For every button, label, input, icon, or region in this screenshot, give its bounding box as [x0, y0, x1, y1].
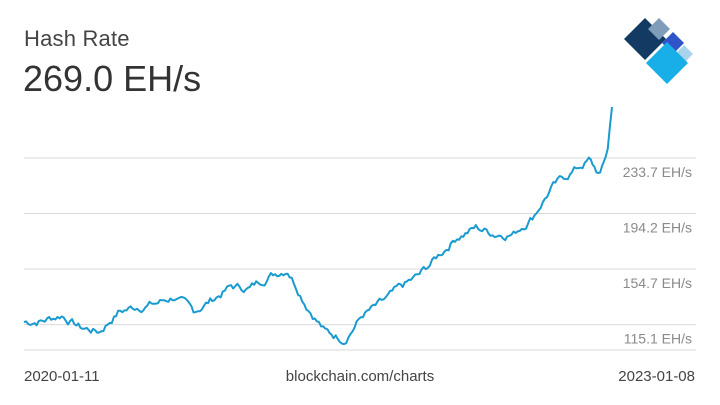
y-tick-label-2: 194.2 EH/s [623, 219, 692, 235]
chart-gridlines [24, 157, 696, 351]
y-tick-label-1: 154.7 EH/s [623, 275, 692, 291]
chart-title: Hash Rate [24, 26, 130, 51]
logo-cyan-square [646, 42, 688, 84]
logo-grey-square [648, 18, 670, 40]
hash-rate-series-line [23, 106, 613, 346]
y-tick-label-0: 115.1 EH/s [624, 331, 692, 347]
x-axis-start-date: 2020-01-11 [24, 368, 100, 385]
source-link[interactable]: blockchain.com/charts [285, 368, 435, 385]
y-tick-label-3: 233.7 EH/s [623, 164, 692, 180]
x-axis-end-date: 2023-01-08 [618, 368, 695, 385]
current-hash-rate-value: 269.0 EH/s [23, 58, 202, 99]
y-axis-ticks: 115.1 EH/s 154.7 EH/s 194.2 EH/s 233.7 EH/s [623, 164, 692, 347]
blockchain-logo-icon [624, 18, 693, 84]
